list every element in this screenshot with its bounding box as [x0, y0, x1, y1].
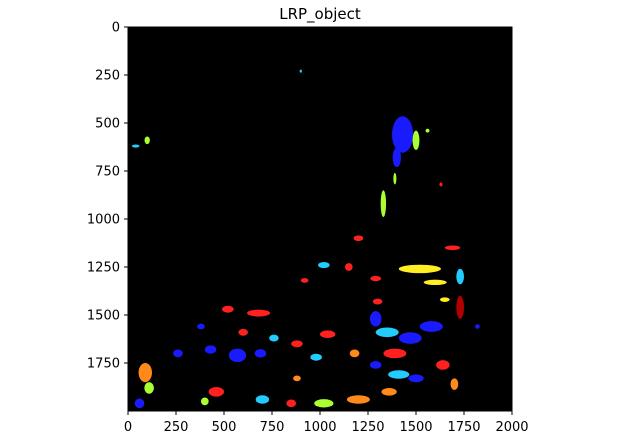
attribution-region — [173, 349, 183, 358]
attribution-region — [291, 340, 303, 348]
attribution-region — [412, 130, 420, 150]
chart-title: LRP_object — [279, 5, 361, 24]
attribution-region — [269, 334, 279, 342]
x-tick-label: 1000 — [303, 420, 336, 435]
attribution-region — [222, 305, 234, 313]
attribution-region — [353, 235, 364, 242]
y-tick-label: 1250 — [87, 261, 120, 276]
y-tick-label: 500 — [95, 117, 120, 132]
attribution-region — [247, 309, 271, 317]
attribution-region — [381, 387, 397, 396]
attribution-region — [134, 398, 145, 409]
y-tick-label: 0 — [112, 21, 120, 36]
attribution-region — [450, 378, 459, 390]
attribution-region — [228, 348, 247, 363]
attribution-region — [238, 328, 248, 336]
attribution-region — [200, 397, 209, 406]
x-tick-label: 0 — [124, 420, 132, 435]
attribution-region — [293, 375, 301, 382]
x-tick-label: 1250 — [351, 420, 384, 435]
y-tick-label: 1000 — [87, 213, 120, 228]
attribution-region — [310, 353, 322, 361]
x-tick-label: 1500 — [399, 420, 432, 435]
y-tick-label: 1500 — [87, 309, 120, 324]
y-tick-label: 750 — [95, 165, 120, 180]
attribution-region — [254, 349, 267, 358]
y-axis: 0 250 500 750 1000 1250 1500 1750 — [87, 21, 128, 372]
attribution-region — [144, 382, 154, 394]
attribution-region — [375, 327, 399, 338]
attribution-region — [370, 275, 382, 282]
attribution-region — [372, 298, 383, 305]
attribution-region — [344, 263, 353, 271]
image-background — [128, 27, 512, 411]
attribution-region — [456, 295, 464, 319]
y-tick-label: 250 — [95, 69, 120, 84]
attribution-region — [392, 147, 402, 168]
attribution-region — [314, 399, 334, 408]
attribution-region — [349, 349, 360, 358]
x-tick-label: 2000 — [495, 420, 528, 435]
x-tick-label: 750 — [260, 420, 285, 435]
attribution-region — [419, 321, 443, 332]
y-tick-label: 1750 — [87, 357, 120, 372]
attribution-region — [197, 323, 205, 330]
attribution-region — [299, 69, 302, 73]
attribution-region — [320, 330, 336, 339]
attribution-region — [423, 279, 447, 286]
attribution-region — [388, 370, 410, 379]
x-tick-label: 1750 — [447, 420, 480, 435]
attribution-region — [318, 262, 330, 269]
attribution-region — [138, 363, 152, 383]
attribution-region — [300, 278, 309, 283]
attribution-region — [398, 264, 441, 274]
attribution-region — [208, 387, 225, 397]
attribution-region — [380, 190, 387, 218]
attribution-region — [439, 182, 443, 187]
attribution-regions — [131, 69, 480, 409]
attribution-region — [255, 395, 270, 404]
attribution-region — [346, 395, 370, 404]
attribution-region — [286, 399, 297, 408]
attribution-region — [392, 116, 414, 153]
attribution-region — [398, 332, 422, 344]
attribution-region — [425, 128, 430, 133]
attribution-region — [369, 311, 382, 327]
attribution-region — [393, 172, 397, 185]
attribution-region — [383, 348, 407, 359]
x-axis: 0 250 500 750 1000 1250 1500 1750 2000 — [124, 411, 529, 435]
attribution-region — [456, 268, 464, 285]
attribution-region — [204, 345, 217, 354]
attribution-region — [444, 245, 461, 251]
attribution-region — [131, 144, 140, 148]
attribution-region — [475, 324, 480, 329]
attribution-region — [369, 361, 382, 369]
plot-area — [127, 26, 513, 412]
attribution-region — [408, 374, 424, 383]
x-tick-label: 250 — [164, 420, 189, 435]
attribution-region — [144, 136, 150, 145]
attribution-region — [440, 297, 450, 302]
x-tick-label: 500 — [212, 420, 237, 435]
attribution-region — [436, 360, 450, 370]
